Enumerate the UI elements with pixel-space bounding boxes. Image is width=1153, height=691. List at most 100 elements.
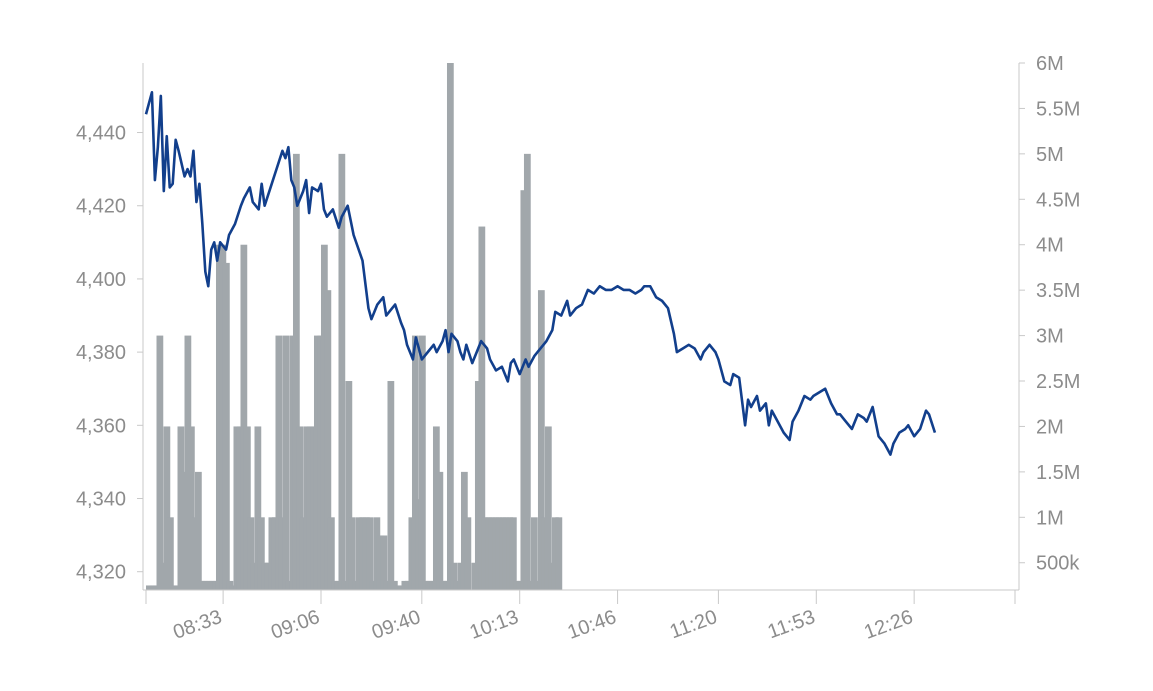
- volume-bar: [418, 335, 426, 590]
- volume-bar: [289, 335, 297, 590]
- volume-bar: [471, 562, 479, 590]
- volume-bar: [191, 517, 199, 590]
- volume-bar: [264, 562, 272, 590]
- volume-bar: [453, 580, 461, 590]
- volume-bar: [478, 226, 486, 591]
- volume-bar: [425, 580, 433, 590]
- volume-bar: [285, 580, 293, 590]
- volume-bar: [527, 580, 535, 590]
- volume-bar: [278, 517, 286, 590]
- volume-bar: [355, 517, 363, 590]
- x-tick-label: 12:26: [861, 606, 916, 644]
- volume-bar: [429, 580, 437, 590]
- volume-bar: [198, 580, 206, 590]
- x-tick-label: 11:20: [667, 606, 720, 643]
- right-tick-label: 4M: [1036, 235, 1064, 257]
- left-tick-label: 4,400: [76, 269, 126, 291]
- left-tick-label: 4,420: [76, 196, 126, 218]
- x-axis: 08:33 09:06 09:40 10:13 10:46 11:20 11:53 12:26: [145, 590, 1016, 644]
- volume-bar: [446, 63, 454, 590]
- volume-bar: [359, 517, 367, 590]
- volume-bar: [457, 562, 465, 590]
- volume-bar: [516, 580, 524, 590]
- right-tick-label: 6M: [1036, 53, 1064, 75]
- volume-bar: [541, 517, 549, 590]
- x-tick-label: 09:40: [369, 606, 424, 644]
- x-tick-label: 09:06: [268, 606, 323, 644]
- volume-bar: [548, 562, 556, 590]
- right-tick-label: 3M: [1036, 326, 1064, 348]
- volume-bar: [268, 517, 276, 590]
- volume-bar: [313, 335, 321, 590]
- volume-bar: [499, 517, 507, 590]
- right-tick-label: 3.5M: [1036, 280, 1080, 302]
- volume-bar: [530, 517, 538, 590]
- volume-bar: [219, 244, 227, 590]
- volume-bar: [523, 153, 531, 591]
- volume-bar: [310, 426, 318, 590]
- x-tick-label: 10:46: [565, 606, 620, 644]
- volume-bar: [492, 517, 500, 590]
- volume-bar: [415, 499, 423, 590]
- volume-bar: [481, 517, 489, 590]
- right-tick-label: 5M: [1036, 144, 1064, 166]
- volume-bar: [303, 426, 311, 590]
- axes: [142, 63, 1020, 591]
- volume-bar: [181, 471, 188, 590]
- volume-bar: [163, 426, 171, 590]
- volume-bar: [341, 580, 349, 590]
- volume-bar: [352, 580, 360, 590]
- volume-bar: [170, 585, 178, 590]
- x-tick-label: 08:33: [170, 606, 225, 644]
- right-tick-label: 2M: [1036, 416, 1064, 438]
- volume-bar: [257, 517, 265, 590]
- volume-bar: [439, 580, 447, 590]
- volume-bar: [331, 580, 339, 590]
- volume-bar: [226, 580, 234, 590]
- left-tick-label: 4,380: [76, 342, 126, 364]
- volume-bar: [334, 580, 342, 590]
- right-tick-label: 500k: [1036, 553, 1080, 575]
- volume-bar: [229, 585, 237, 590]
- volume-bar: [250, 562, 258, 590]
- volume-bar: [271, 517, 279, 590]
- volume-bar: [209, 580, 216, 590]
- volume-bar: [387, 381, 395, 590]
- volume-bar: [366, 517, 374, 590]
- volume-bar: [506, 517, 514, 590]
- volume-bar: [380, 535, 388, 590]
- volume-bar: [520, 190, 528, 590]
- volume-bar: [345, 381, 353, 590]
- volume-bar: [215, 244, 223, 590]
- left-tick-label: 4,360: [76, 415, 126, 437]
- volume-bar: [296, 426, 304, 590]
- volume-bar: [450, 562, 458, 590]
- x-tick-label: 11:53: [765, 606, 818, 643]
- volume-bar: [236, 426, 244, 590]
- volume-bar: [188, 426, 195, 590]
- right-tick-label: 1M: [1036, 507, 1064, 529]
- volume-bar: [408, 517, 416, 590]
- right-tick-label: 4.5M: [1036, 189, 1080, 211]
- volume-bar: [324, 290, 332, 590]
- volume-bar: [212, 580, 220, 590]
- volume-bar: [156, 335, 164, 590]
- volume-bar: [464, 517, 472, 590]
- volume-bar: [177, 426, 185, 590]
- volume-bar: [348, 517, 356, 590]
- volume-bar: [436, 471, 444, 590]
- volume-bar: [443, 580, 451, 590]
- volume-bar: [362, 517, 370, 590]
- volume-bar: [460, 471, 468, 590]
- volume-bar: [397, 585, 405, 590]
- volume-bar: [240, 244, 248, 590]
- volume-bar: [247, 517, 255, 590]
- volume-bar: [306, 426, 314, 590]
- volume-bar: [174, 585, 181, 590]
- volume-bar: [275, 335, 283, 590]
- volume-bar: [394, 585, 402, 590]
- volume-bar: [320, 244, 328, 590]
- volume-bar: [369, 580, 377, 590]
- volume-bar: [551, 517, 559, 590]
